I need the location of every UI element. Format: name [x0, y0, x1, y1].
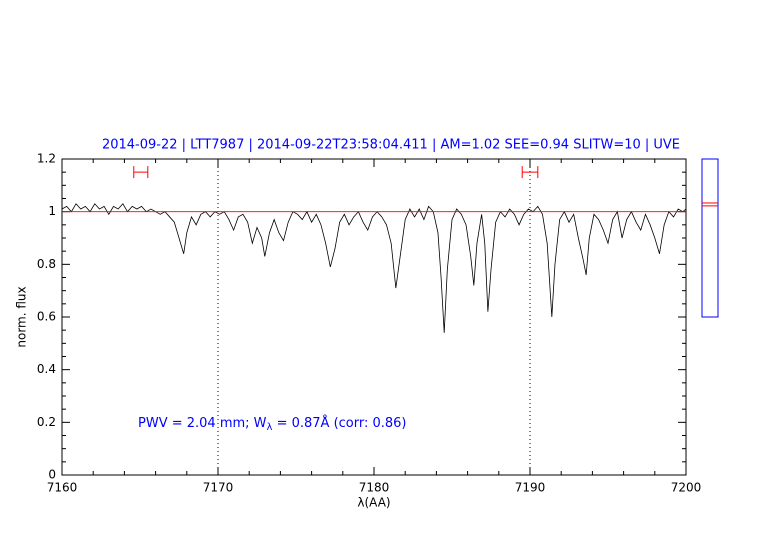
- x-tick-label: 7200: [671, 481, 702, 495]
- range-marker: [521, 166, 539, 179]
- y-tick-label: 1: [48, 204, 56, 218]
- annotation-sub: λ: [267, 422, 273, 433]
- x-tick-label: 7180: [359, 481, 390, 495]
- y-tick-label: 0.4: [37, 362, 56, 376]
- y-axis-label: norm. flux: [15, 286, 29, 347]
- inset-frame: [701, 158, 719, 318]
- spectrum-line: [61, 203, 687, 333]
- x-tick-label: 7170: [203, 481, 234, 495]
- y-tick-label: 0.6: [37, 310, 56, 324]
- chart-title: 2014-09-22 | LTT7987 | 2014-09-22T23:58:…: [102, 138, 680, 153]
- annotation-part: = 0.87Å (corr: 0.86): [272, 415, 406, 431]
- y-tick-label: 0.8: [37, 257, 56, 271]
- x-axis-label: λ(AA): [357, 496, 390, 510]
- y-tick-label: 0: [48, 468, 56, 482]
- annotation-part: PWV = 2.04 mm; W: [138, 416, 267, 431]
- x-tick-label: 7190: [515, 481, 546, 495]
- y-tick-label: 0.2: [37, 415, 56, 429]
- annotation: PWV = 2.04 mm; Wλ = 0.87Å (corr: 0.86): [138, 415, 407, 434]
- x-tick-label: 7160: [47, 481, 78, 495]
- y-tick-label: 1.2: [37, 152, 56, 166]
- range-marker: [133, 166, 149, 179]
